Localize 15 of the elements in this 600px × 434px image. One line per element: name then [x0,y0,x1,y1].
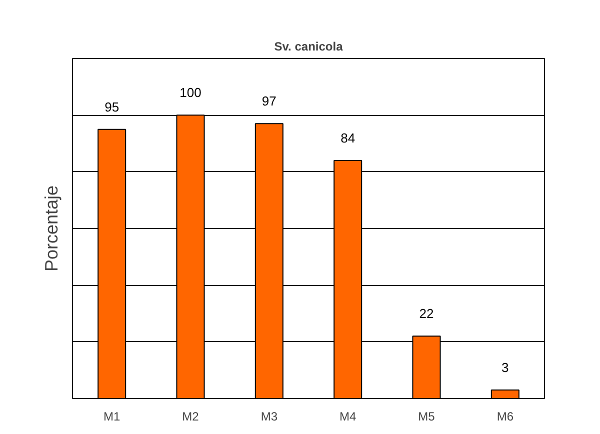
data-label: 97 [262,94,276,109]
data-label: 84 [340,130,356,146]
y-axis-title: Porcentaje [42,185,62,272]
x-tick-label: M4 [340,410,356,424]
chart-title: Sv. canicola [274,40,344,54]
data-label: 3 [502,360,509,375]
x-tick-label: M5 [418,410,436,424]
data-label: 95 [104,99,120,114]
x-tick-label: M3 [260,410,278,424]
bar [490,390,520,398]
x-tick-label: M1 [104,410,120,424]
data-label: 22 [419,306,434,322]
x-tick-label: M6 [496,410,514,424]
x-tick-label: M2 [182,410,200,424]
data-label: 100 [180,85,202,100]
